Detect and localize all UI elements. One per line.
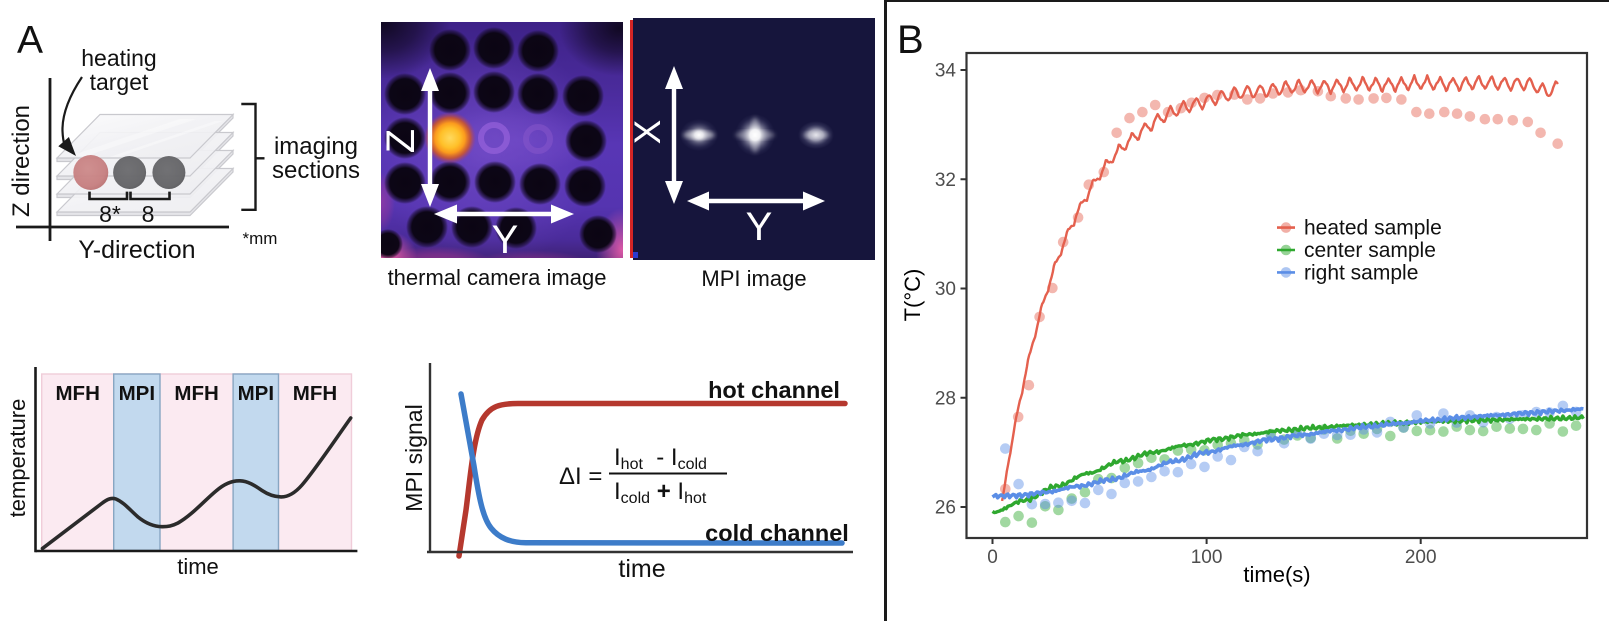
svg-text:imaging: imaging	[274, 133, 358, 160]
svg-text:time: time	[618, 555, 665, 583]
svg-text:34: 34	[935, 61, 957, 82]
svg-text:8*: 8*	[99, 201, 121, 227]
svg-text:MFH: MFH	[293, 382, 337, 405]
svg-text:Y-direction: Y-direction	[78, 236, 195, 264]
svg-text:sections: sections	[272, 157, 360, 184]
svg-text:hot channel: hot channel	[708, 377, 840, 403]
svg-text:Y: Y	[746, 205, 773, 249]
svg-text:MPI: MPI	[238, 382, 274, 405]
svg-text:Z: Z	[381, 129, 423, 153]
svg-text:30: 30	[935, 279, 956, 300]
svg-text:200: 200	[1405, 547, 1437, 568]
svg-text:28: 28	[935, 388, 956, 409]
svg-text:time(s): time(s)	[1243, 562, 1310, 587]
svg-text:Y: Y	[492, 218, 519, 258]
svg-text:Ihot - Icold: Ihot - Icold	[614, 444, 707, 473]
svg-text:center sample: center sample	[1304, 239, 1436, 262]
svg-text:MPI signal: MPI signal	[401, 404, 427, 511]
svg-text:T(°C): T(°C)	[900, 269, 925, 322]
svg-text:cold channel: cold channel	[705, 520, 849, 546]
svg-text:ΔI =: ΔI =	[559, 463, 602, 490]
svg-text:MFH: MFH	[55, 382, 99, 405]
svg-text:26: 26	[935, 498, 956, 519]
svg-text:MPI: MPI	[119, 382, 155, 405]
svg-text:heated sample: heated sample	[1304, 217, 1442, 240]
svg-text:heating: heating	[81, 45, 156, 71]
svg-text:X: X	[630, 120, 668, 145]
svg-text:Z direction: Z direction	[8, 105, 35, 217]
svg-text:100: 100	[1191, 547, 1223, 568]
svg-text:Icold + Ihot: Icold + Ihot	[614, 478, 707, 507]
svg-text:time: time	[177, 554, 219, 579]
svg-text:MFH: MFH	[174, 382, 218, 405]
svg-text:32: 32	[935, 170, 956, 191]
svg-text:temperature: temperature	[5, 399, 30, 518]
svg-text:8: 8	[142, 201, 155, 227]
svg-text:0: 0	[987, 547, 998, 568]
svg-text:*mm: *mm	[243, 229, 278, 248]
svg-text:right sample: right sample	[1304, 261, 1418, 284]
svg-text:target: target	[90, 69, 149, 95]
